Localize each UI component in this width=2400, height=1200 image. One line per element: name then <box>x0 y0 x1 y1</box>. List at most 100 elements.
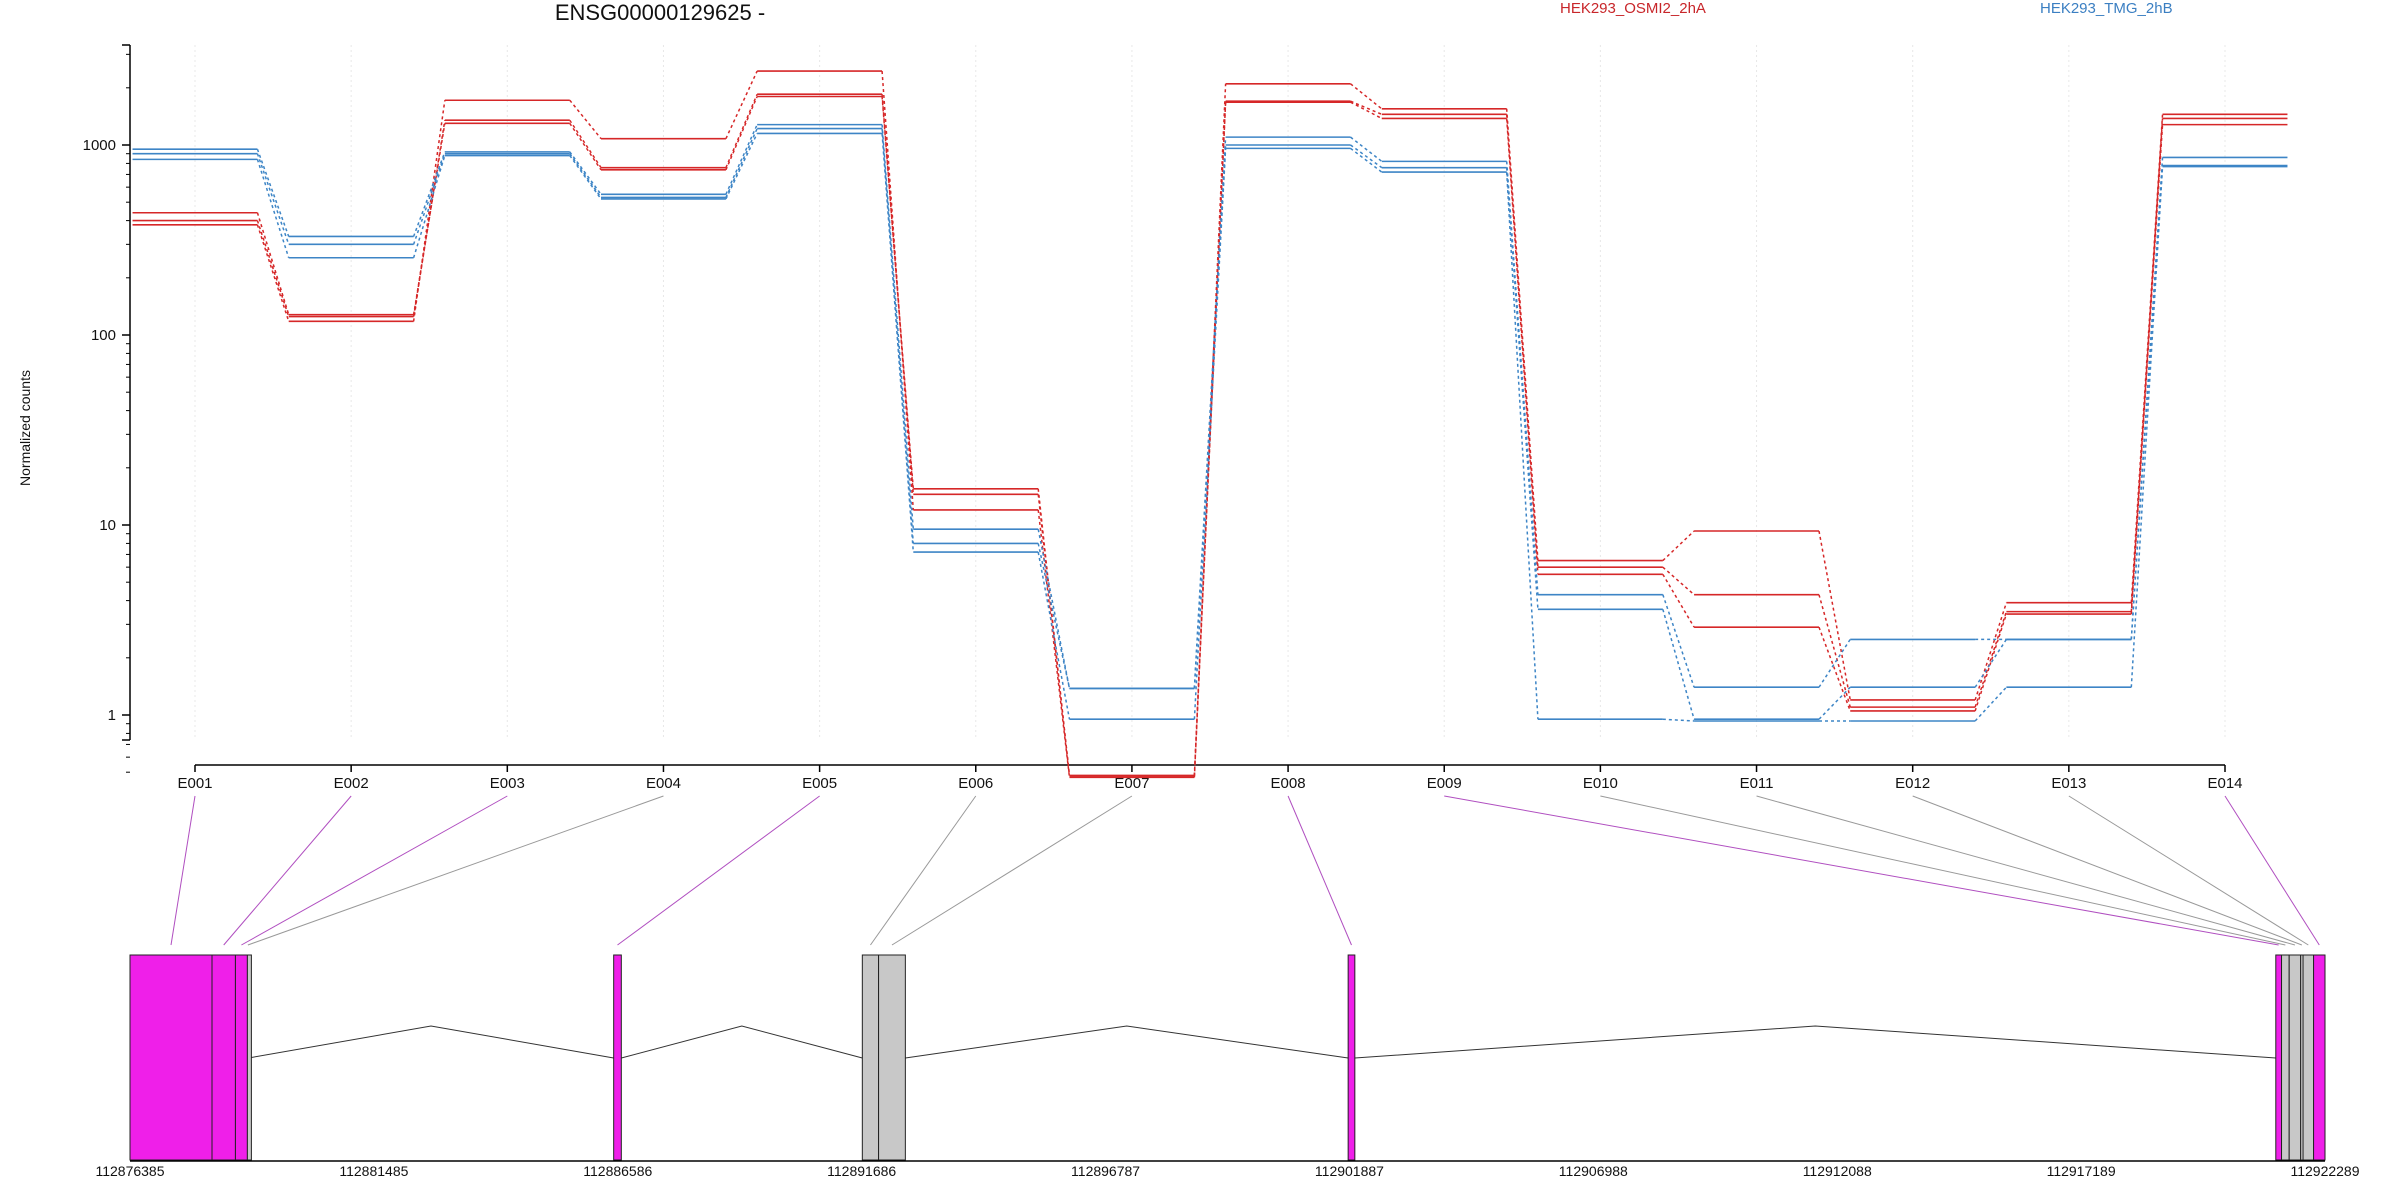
exon-connector <box>223 795 352 946</box>
genomic-tick-label: 112886586 <box>583 1163 652 1179</box>
legend-entry-osmi2: HEK293_OSMI2_2hA <box>1560 0 1706 17</box>
intron-line <box>621 1025 863 1059</box>
x-tick-label: E007 <box>1114 775 1149 792</box>
series-connector <box>1818 626 1851 712</box>
series-connector <box>569 153 602 198</box>
series-connector <box>1350 147 1383 173</box>
x-tick-label: E009 <box>1427 775 1462 792</box>
series-connector <box>725 70 758 139</box>
series-connector <box>1974 602 2008 701</box>
x-tick-label: E002 <box>334 775 369 792</box>
series-connector <box>2130 165 2164 640</box>
exon-box <box>878 954 906 1161</box>
intron-line <box>905 1025 1349 1059</box>
series-line <box>132 132 2288 722</box>
series-connector <box>1193 148 1227 720</box>
exon-box <box>129 954 213 1161</box>
series-connector <box>1505 167 1539 610</box>
exon-connector <box>1756 795 2296 946</box>
x-tick-label: E006 <box>958 775 993 792</box>
series-connector <box>1662 609 1695 720</box>
series-connector <box>1818 530 1851 701</box>
series-line <box>132 127 2288 721</box>
series-connector <box>2130 124 2164 615</box>
x-tick-label: E010 <box>1583 775 1618 792</box>
x-tick-label: E012 <box>1895 775 1930 792</box>
series-connector <box>412 153 446 245</box>
x-tick-label: E005 <box>802 775 837 792</box>
exon-connector <box>2224 795 2320 946</box>
x-tick-label: E008 <box>1271 775 1306 792</box>
exon-connector <box>1444 795 2279 946</box>
series-connector <box>725 93 758 168</box>
intron-line <box>248 1025 614 1059</box>
series-connector <box>725 133 758 200</box>
exon-connector <box>1600 795 2286 946</box>
y-tick-label: 1000 <box>83 137 116 154</box>
series-connector <box>1193 102 1227 778</box>
series-connector <box>725 124 758 195</box>
series-connector <box>1662 594 1695 688</box>
genomic-tick-label: 112876385 <box>95 1163 164 1179</box>
y-tick-label: 10 <box>99 517 116 534</box>
exon-box <box>2275 954 2283 1161</box>
series-connector <box>1974 686 2007 722</box>
series-connector <box>256 224 290 322</box>
series-connector <box>1037 543 1071 689</box>
exon-box <box>861 954 880 1161</box>
exon-connector <box>170 795 196 946</box>
x-tick-label: E001 <box>177 775 212 792</box>
exon-connector <box>1912 795 2303 946</box>
series-connector <box>256 159 290 258</box>
series-connector <box>569 151 602 195</box>
series-connector <box>569 155 602 200</box>
chart-title: ENSG00000129625 - <box>554 0 766 25</box>
series-connector <box>1350 83 1383 110</box>
genomic-tick-label: 112906988 <box>1559 1163 1628 1179</box>
series-connector <box>725 96 758 171</box>
genomic-tick-label: 112896787 <box>1071 1163 1140 1179</box>
series-connector <box>1350 136 1383 162</box>
exon-box <box>2313 954 2326 1161</box>
series-connector <box>256 153 290 245</box>
intron-line <box>1354 1025 2276 1059</box>
genomic-tick-label: 112917189 <box>2047 1163 2116 1179</box>
series-connector <box>2130 118 2164 612</box>
series-connector <box>2130 166 2164 688</box>
series-connector <box>1037 494 1071 776</box>
series-connector <box>569 99 602 140</box>
series-connector <box>1662 718 1695 722</box>
genomic-tick-label: 112912088 <box>1803 1163 1872 1179</box>
series-connector <box>412 100 446 322</box>
series-connector <box>1037 551 1071 720</box>
series-connector <box>881 124 915 530</box>
exon-box <box>246 954 252 1161</box>
series-connector <box>881 133 915 553</box>
series-connector <box>881 71 915 511</box>
exon-connector <box>617 795 820 946</box>
series-connector <box>1662 530 1695 562</box>
exon-connector <box>891 795 1133 946</box>
x-tick-label: E004 <box>646 775 681 792</box>
exon-connector <box>870 795 977 946</box>
exon-box <box>2288 954 2302 1161</box>
series-connector <box>1350 101 1383 120</box>
y-tick-label: 1 <box>108 707 116 724</box>
x-tick-label: E011 <box>1740 775 1774 792</box>
series-connector <box>1193 101 1227 776</box>
series-connector <box>1818 686 1851 720</box>
x-tick-label: E003 <box>490 775 525 792</box>
exon-connector <box>1287 795 1352 946</box>
series-connector <box>1974 613 2008 712</box>
series-connector <box>1974 611 2008 708</box>
series-line <box>132 70 2288 779</box>
exon-box <box>211 954 236 1161</box>
genomic-tick-label: 112881485 <box>339 1163 408 1179</box>
series-connector <box>256 212 290 315</box>
legend-entry-tmg: HEK293_TMG_2hB <box>2040 0 2173 17</box>
exon-connector <box>247 795 664 946</box>
exon-connector <box>241 795 508 946</box>
exon-box <box>234 954 248 1161</box>
series-connector <box>1818 638 1851 688</box>
